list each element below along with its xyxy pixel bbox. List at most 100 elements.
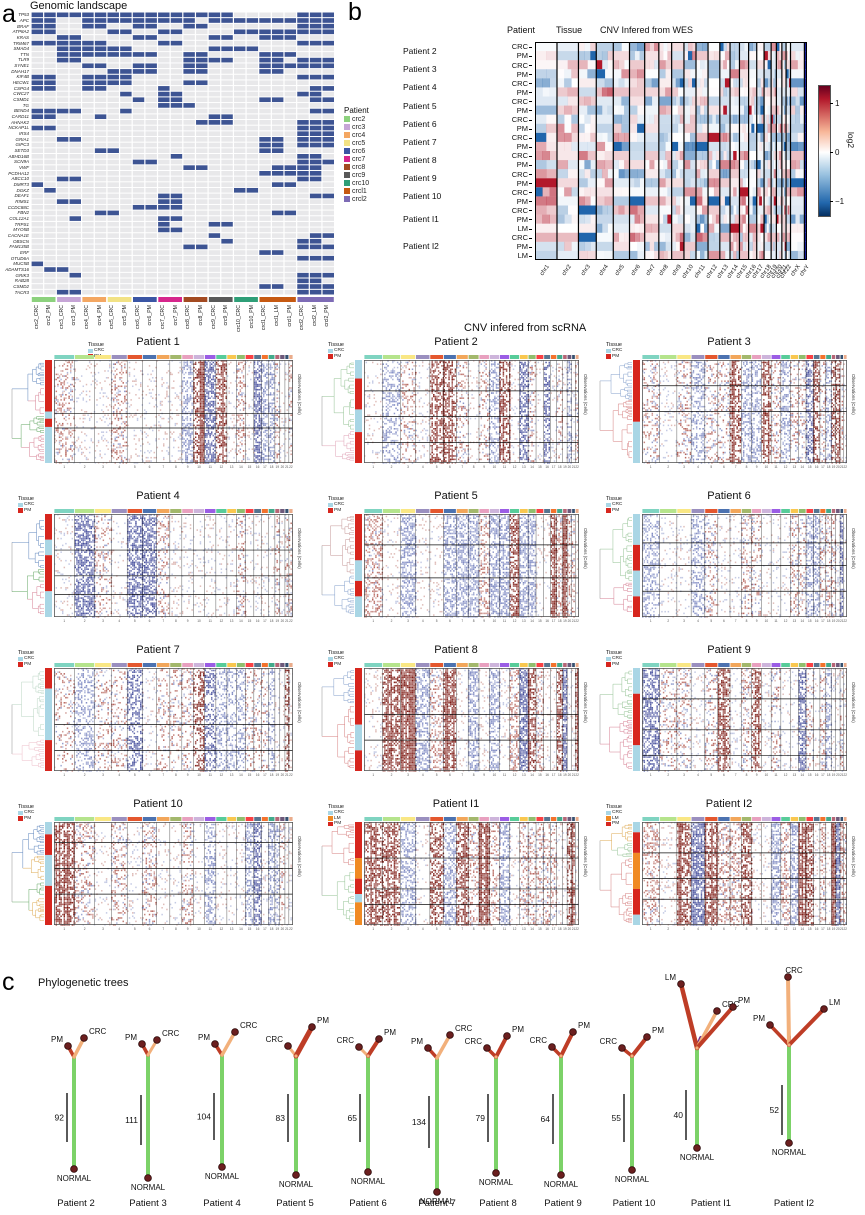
colorbar-tick-mark (830, 201, 833, 202)
oncoprint-column-label: crc5_PM (122, 305, 129, 326)
normal-node-label: NORMAL (351, 1177, 386, 1186)
leaf-node-label: PM (578, 1021, 590, 1030)
leaf-node (153, 1036, 161, 1044)
tissue-legend-item: CRC (328, 502, 368, 508)
wes-patient-label: Patient 10 (403, 191, 442, 202)
patient-legend-label: crc9 (352, 171, 366, 179)
tissue-color-swatch (328, 354, 333, 359)
scrna-patient-block: Patient 5 Tissue CRC PM Observations (Cells) (320, 488, 592, 638)
junction-node (494, 1055, 498, 1059)
tissue-legend-label: CRC (24, 502, 35, 508)
tissue-annotation-bar (355, 360, 362, 463)
junction-node (435, 1056, 439, 1060)
cnv-heatmap (54, 360, 293, 471)
chromosome-color-bar (54, 355, 293, 359)
leaf-node (355, 1043, 363, 1051)
oncoprint-column-label: crc3_PM (71, 305, 78, 326)
gene-label: SYNE1 (14, 63, 29, 69)
leaf-branch (787, 1007, 826, 1047)
wes-patient-label: Patient 6 (403, 118, 437, 129)
tissue-annotation-bar (355, 514, 362, 617)
normal-node-label: NORMAL (131, 1183, 166, 1192)
tissue-annotation-bar (633, 668, 640, 771)
gene-label: CACNA1E (7, 232, 29, 238)
patient-legend-item: crc5 (344, 139, 404, 147)
observations-axis-label: Observations (Cells) (851, 528, 856, 569)
scale-bar-value: 55 (612, 1113, 622, 1123)
leaf-node-label: PM (384, 1028, 396, 1037)
tissue-legend-title: Tissue (18, 804, 34, 810)
tissue-legend-item: CRC (606, 810, 646, 816)
wes-patient-label: Patient 7 (403, 136, 437, 147)
colorbar-tick-mark (830, 152, 833, 153)
normal-node (557, 1171, 565, 1179)
cluster-dendrogram (10, 668, 44, 771)
leaf-node (424, 1044, 432, 1052)
wes-tissue-label: CRC (498, 151, 532, 160)
leaf-node (713, 1007, 721, 1015)
leaf-node-label: PM (411, 1037, 423, 1046)
normal-node (628, 1166, 636, 1174)
scrna-patient-title: Patient 1 (136, 336, 180, 348)
scrna-patient-title: Patient 2 (434, 336, 478, 348)
tissue-color-swatch (606, 656, 611, 662)
gene-label: DNAH17 (11, 68, 29, 74)
tissue-legend-title: Tissue (328, 342, 344, 348)
leaf-branch (220, 1030, 237, 1057)
scrna-patient-block: Patient I1TissueCRCLMPMObservations (Cel… (320, 796, 592, 946)
leaf-node (446, 1031, 454, 1039)
patient-legend-item: crc3 (344, 123, 404, 131)
scrna-patient-title: Patient 3 (707, 336, 751, 348)
wes-tissue-label: PM (498, 197, 532, 206)
tissue-legend-item: CRC (18, 656, 58, 662)
colorbar-tick-label: −1 (835, 197, 845, 206)
wes-tissue-label: CRC (498, 133, 532, 142)
tissue-legend-label: CRC (24, 810, 35, 816)
leaf-node-label: CRC (530, 1036, 548, 1045)
wes-tissue-label: CRC (498, 170, 532, 179)
scale-bar-value: 104 (197, 1112, 211, 1122)
oncoprint-column-label: crc7_CRC (160, 305, 166, 329)
tissue-color-swatch (606, 508, 611, 513)
cnv-heatmap (364, 514, 579, 625)
normal-node-label: NORMAL (680, 1153, 715, 1162)
gene-label: RIMS1 (15, 198, 29, 204)
observations-axis-label: Observations (Cells) (583, 528, 588, 569)
gene-label: HECW1 (12, 80, 29, 86)
leaf-node-label: CRC (785, 966, 803, 975)
leaf-node (677, 980, 685, 988)
wes-patient-label: Patient 2 (403, 46, 437, 57)
tissue-color-swatch (328, 656, 333, 662)
patient-color-swatch (344, 188, 350, 194)
tissue-legend-label: CRC (334, 810, 345, 816)
cnv-heatmap (364, 822, 579, 933)
tissue-legend-item: CRC (328, 348, 368, 354)
leaf-node (729, 1003, 737, 1011)
gene-label: DGKZ (16, 187, 29, 193)
tissue-color-swatch (18, 502, 23, 508)
panel-b-letter: b (348, 0, 362, 26)
scrna-patient-block: Patient 4 Tissue CRC PM Observations (Cells) (10, 488, 306, 638)
leaf-node (211, 1040, 219, 1048)
leaf-node (643, 1033, 651, 1041)
leaf-node-label: LM (829, 998, 840, 1007)
normal-node-label: NORMAL (205, 1172, 240, 1181)
tissue-legend-label: PM (334, 507, 342, 513)
tissue-legend-title: Tissue (328, 804, 344, 810)
tissue-legend-item: PM (328, 508, 368, 514)
leaf-branch (678, 981, 700, 1051)
tissue-legend-item: PM (328, 354, 368, 360)
normal-node (144, 1174, 152, 1182)
gene-label: GRIK3 (15, 272, 29, 278)
chromosome-color-bar (642, 355, 847, 359)
colorbar-axis-label: log2 (846, 132, 856, 149)
colorbar-tick-label: 0 (835, 148, 840, 157)
gene-label: KIF4B (16, 74, 29, 80)
panel-a-letter: a (2, 0, 16, 28)
tissue-legend-label: LM (334, 815, 341, 821)
oncoprint-grid (31, 12, 335, 295)
wes-tissue-label: LM (498, 224, 532, 233)
leaf-node-label: PM (51, 1035, 63, 1044)
normal-node-label: NORMAL (420, 1197, 455, 1206)
